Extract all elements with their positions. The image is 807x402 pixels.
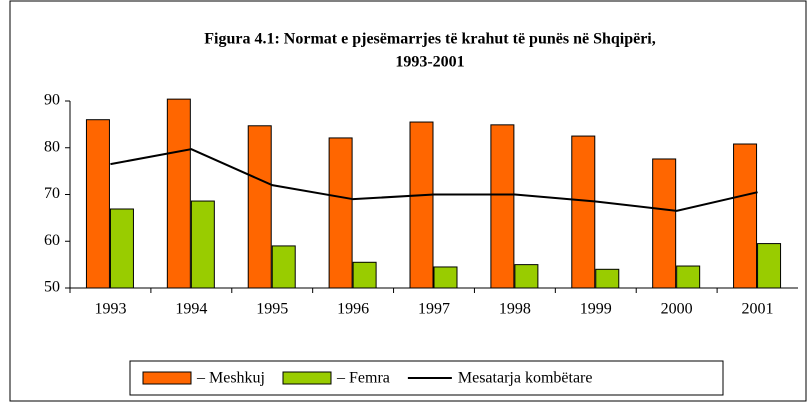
chart-subtitle: 1993-2001 (395, 54, 464, 71)
x-tick-label: 1994 (175, 301, 207, 318)
bar (271, 245, 296, 289)
legend-label: Mesatarja kombëtare (458, 370, 593, 387)
chart-title: Figura 4.1: Normat e pjesëmarrjes të kra… (204, 31, 656, 48)
x-tick-label: 1999 (580, 301, 612, 318)
x-tick-label: 2000 (661, 301, 693, 318)
bar (409, 121, 434, 289)
bar (328, 137, 353, 289)
legend-swatch (282, 371, 332, 385)
x-tick-label: 1995 (256, 301, 288, 318)
bar (433, 266, 458, 289)
bar (166, 98, 191, 289)
bar (490, 124, 515, 289)
bar (247, 125, 272, 289)
legend-label: – Femra (336, 370, 390, 387)
bar (733, 143, 758, 289)
bar (757, 243, 782, 289)
y-tick-label: 70 (44, 185, 60, 202)
bar (190, 200, 215, 289)
bar (571, 135, 596, 289)
x-tick-label: 1997 (418, 301, 450, 318)
bar (352, 261, 377, 289)
x-tick-label: 1993 (94, 301, 126, 318)
bar (652, 158, 677, 289)
x-tick-label: 1998 (499, 301, 531, 318)
y-tick-label: 60 (44, 232, 60, 249)
x-tick-label: 2001 (742, 301, 774, 318)
y-tick-label: 90 (44, 92, 60, 109)
bar (595, 268, 620, 289)
bar (514, 264, 539, 289)
bar (85, 119, 110, 289)
legend-label: – Meshkuj (196, 370, 265, 387)
line (110, 148, 758, 212)
bar (676, 265, 701, 289)
y-tick-label: 80 (44, 138, 60, 155)
bar (109, 208, 134, 289)
legend-swatch (142, 371, 192, 385)
x-tick-label: 1996 (337, 301, 369, 318)
y-tick-label: 50 (44, 279, 60, 296)
